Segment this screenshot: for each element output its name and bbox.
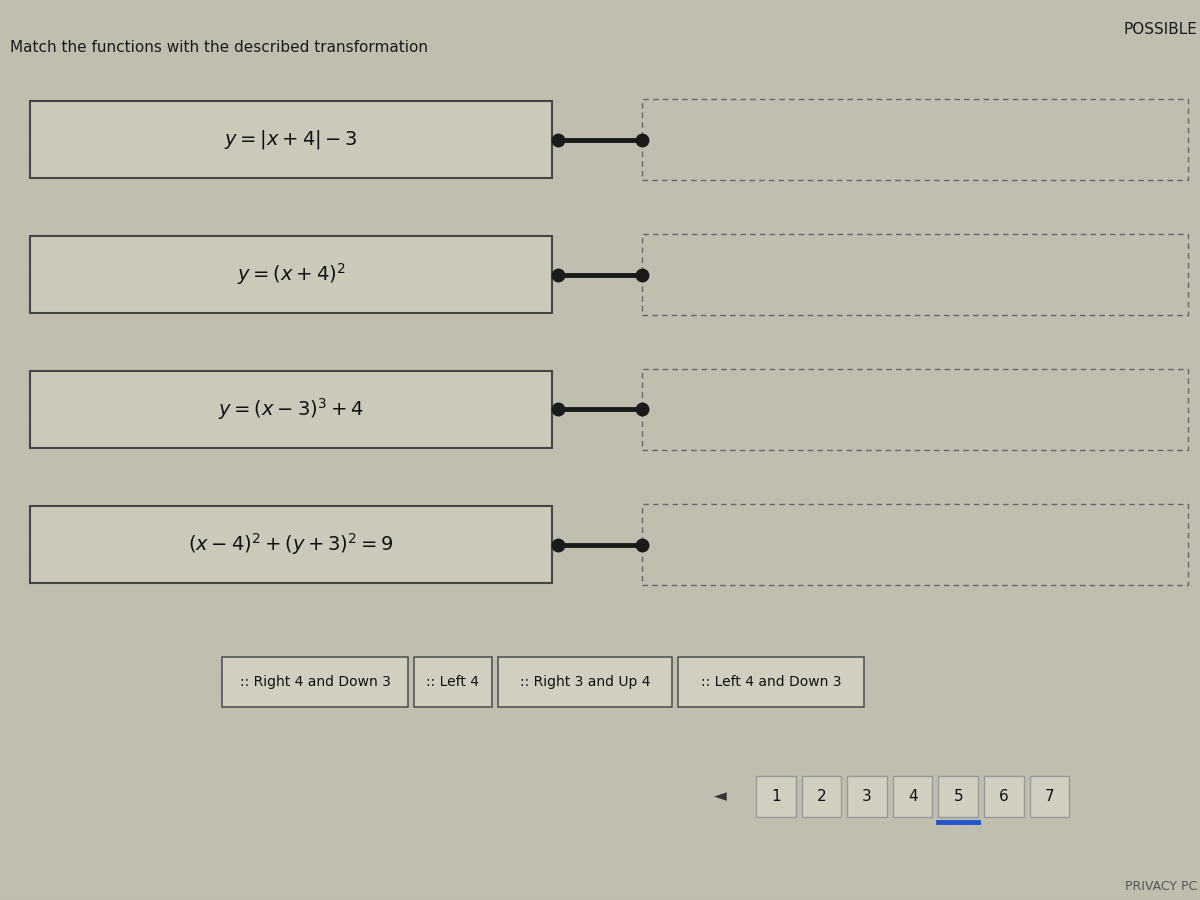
Text: :: Right 3 and Up 4: :: Right 3 and Up 4	[520, 675, 650, 688]
FancyBboxPatch shape	[642, 369, 1188, 450]
FancyBboxPatch shape	[847, 776, 887, 817]
FancyBboxPatch shape	[938, 776, 978, 817]
FancyBboxPatch shape	[756, 776, 796, 817]
Text: $(x - 4)^2 + (y + 3)^2 = 9$: $(x - 4)^2 + (y + 3)^2 = 9$	[188, 532, 394, 557]
FancyBboxPatch shape	[30, 237, 552, 313]
Text: $y = (x + 4)^2$: $y = (x + 4)^2$	[236, 262, 346, 287]
FancyBboxPatch shape	[893, 776, 932, 817]
FancyBboxPatch shape	[642, 504, 1188, 585]
FancyBboxPatch shape	[984, 776, 1024, 817]
Text: Match the functions with the described transformation: Match the functions with the described t…	[10, 40, 427, 56]
Text: PRIVACY PC: PRIVACY PC	[1126, 880, 1198, 893]
Text: 6: 6	[998, 789, 1009, 804]
FancyBboxPatch shape	[1030, 776, 1069, 817]
FancyBboxPatch shape	[678, 657, 864, 706]
FancyBboxPatch shape	[802, 776, 841, 817]
Text: $y = (x - 3)^3 + 4$: $y = (x - 3)^3 + 4$	[218, 397, 364, 422]
Text: :: Right 4 and Down 3: :: Right 4 and Down 3	[240, 675, 390, 688]
Text: POSSIBLE: POSSIBLE	[1123, 22, 1198, 38]
FancyBboxPatch shape	[30, 371, 552, 447]
FancyBboxPatch shape	[498, 657, 672, 706]
Text: 1: 1	[770, 789, 781, 804]
Text: 7: 7	[1044, 789, 1055, 804]
Text: ◄: ◄	[714, 788, 726, 806]
Text: 4: 4	[907, 789, 918, 804]
FancyBboxPatch shape	[414, 657, 492, 706]
Text: 3: 3	[862, 789, 872, 804]
Text: :: Left 4 and Down 3: :: Left 4 and Down 3	[701, 675, 841, 688]
Text: 5: 5	[953, 789, 964, 804]
Text: :: Left 4: :: Left 4	[426, 675, 480, 688]
Text: $y = |x + 4| - 3$: $y = |x + 4| - 3$	[224, 128, 358, 151]
FancyBboxPatch shape	[30, 102, 552, 178]
FancyBboxPatch shape	[30, 506, 552, 583]
FancyBboxPatch shape	[642, 99, 1188, 180]
FancyBboxPatch shape	[222, 657, 408, 706]
Text: 2: 2	[816, 789, 827, 804]
FancyBboxPatch shape	[642, 234, 1188, 315]
